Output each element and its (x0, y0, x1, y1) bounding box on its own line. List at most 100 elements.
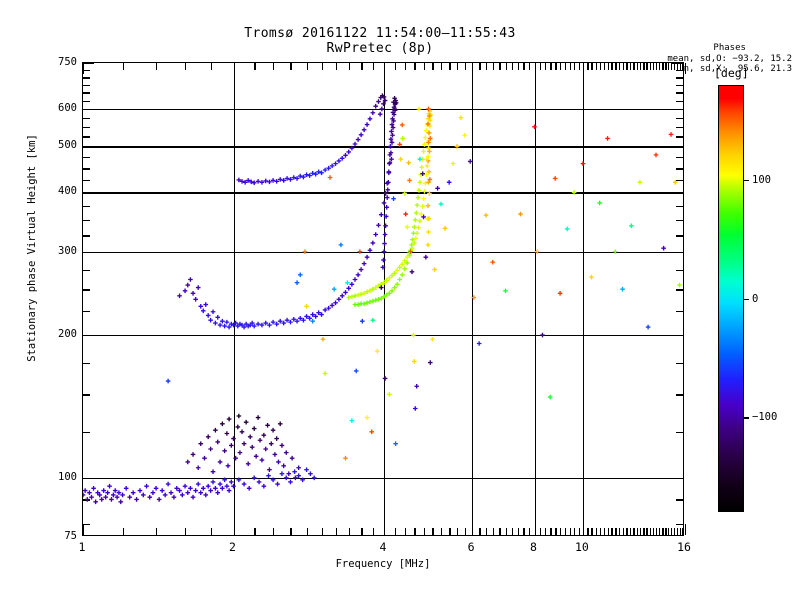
axis-tick (676, 528, 679, 535)
axis-tick (539, 528, 542, 535)
data-point (392, 285, 397, 290)
axis-tick (676, 523, 683, 526)
data-point (404, 254, 410, 260)
data-point (375, 348, 380, 354)
axis-tick (83, 362, 90, 364)
data-point (338, 242, 344, 248)
axis-tick (505, 63, 507, 70)
axis-tick (348, 528, 351, 535)
data-point (185, 490, 191, 496)
data-point (257, 437, 263, 443)
data-point (390, 125, 396, 130)
data-series (165, 106, 682, 461)
data-point (402, 266, 407, 272)
axis-tick (210, 528, 212, 535)
data-point (409, 242, 414, 248)
data-point (370, 110, 376, 116)
x-tick-label: 16 (677, 540, 691, 554)
y-tick-label: 600 (58, 101, 77, 114)
colorbar-unit-label: [deg] (714, 66, 749, 80)
axis-tick (662, 528, 664, 535)
data-point (319, 312, 324, 317)
data-point (241, 324, 247, 330)
data-point (376, 283, 381, 289)
data-point (182, 288, 188, 294)
data-point (370, 298, 376, 304)
data-point (417, 156, 423, 162)
axis-tick (83, 205, 90, 208)
axis-tick (652, 63, 655, 70)
data-point (417, 180, 423, 185)
axis-tick (676, 157, 683, 159)
axis-tick (517, 63, 519, 70)
figure-title: Tromsø 20161122 11:54:00‒11:55:43 RwPret… (0, 26, 760, 56)
data-point (427, 149, 432, 154)
axis-tick (83, 77, 90, 79)
axis-tick (636, 63, 638, 70)
axis-tick (569, 528, 571, 535)
axis-tick (615, 528, 617, 535)
axis-tick (649, 63, 652, 70)
data-point (427, 117, 433, 123)
axis-tick (656, 528, 658, 535)
data-point (87, 490, 92, 496)
data-series (346, 108, 434, 307)
colorbar-tick (744, 298, 749, 300)
data-point (629, 223, 634, 229)
data-point (389, 288, 395, 294)
data-point (190, 494, 196, 500)
data-point (406, 160, 411, 166)
data-point (242, 180, 248, 185)
data-point (297, 316, 303, 321)
axis-tick (550, 528, 552, 535)
axis-tick (233, 524, 235, 535)
data-point (367, 299, 373, 305)
data-point (316, 169, 321, 175)
axis-tick (83, 289, 90, 291)
axis-tick (587, 528, 589, 535)
data-point (412, 359, 417, 364)
axis-tick (564, 528, 567, 535)
data-point (188, 486, 193, 491)
axis-tick (83, 524, 85, 535)
axis-tick (486, 63, 488, 70)
data-point (226, 488, 232, 493)
axis-tick (668, 528, 670, 535)
axis-tick (273, 63, 275, 70)
data-point (107, 483, 112, 489)
data-point (653, 152, 659, 158)
axis-tick (290, 63, 292, 70)
data-point (389, 273, 395, 278)
axis-tick (404, 63, 407, 70)
data-point (283, 450, 289, 455)
axis-tick (83, 108, 94, 111)
axis-tick (414, 63, 416, 70)
axis-tick (676, 92, 683, 94)
data-point (177, 488, 182, 493)
data-point (251, 426, 257, 431)
data-point (412, 406, 418, 411)
data-series (424, 106, 433, 248)
axis-tick (361, 63, 363, 70)
data-point (355, 292, 361, 298)
axis-tick (676, 63, 679, 70)
data-point (373, 103, 378, 109)
axis-tick (83, 168, 90, 170)
axis-tick (599, 63, 602, 70)
axis-tick (676, 100, 683, 102)
data-point (310, 318, 315, 324)
axis-tick (615, 63, 617, 70)
gridline-vertical (233, 63, 235, 535)
axis-tick (603, 528, 606, 535)
axis-tick (622, 63, 624, 70)
data-point (346, 149, 352, 155)
data-point (200, 486, 206, 491)
data-point (235, 424, 241, 430)
axis-tick (523, 63, 525, 70)
data-point (414, 202, 420, 208)
y-tick-label: 100 (58, 470, 77, 483)
data-point (185, 459, 191, 465)
data-point (243, 419, 249, 425)
data-point (394, 267, 400, 273)
data-point (296, 465, 301, 471)
